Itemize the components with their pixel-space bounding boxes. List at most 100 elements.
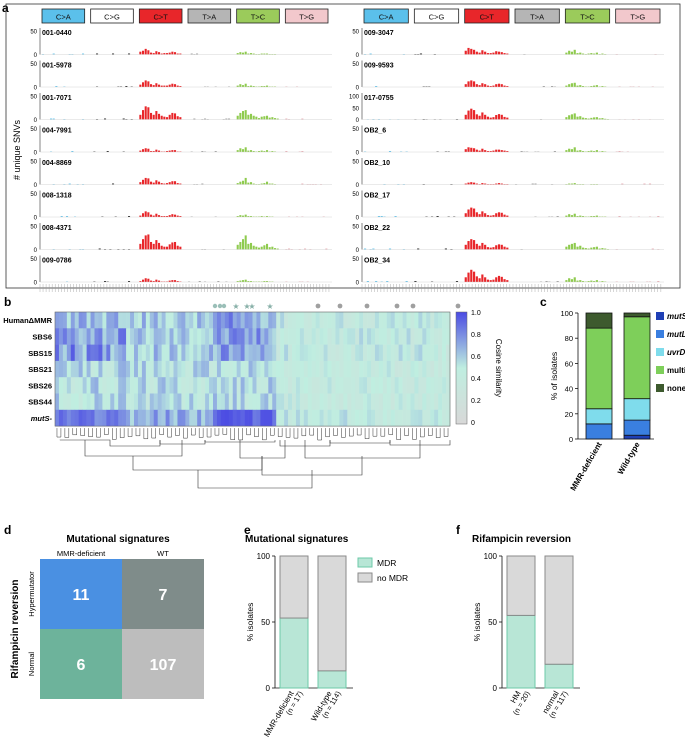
heatmap-cell	[161, 377, 166, 394]
dendrogram-link	[396, 428, 401, 440]
spectrum-bar	[590, 247, 593, 250]
spectrum-bar	[163, 183, 166, 185]
heatmap-cell	[355, 393, 360, 411]
heatmap-cell	[339, 328, 344, 345]
spectrum-bar	[271, 183, 274, 185]
spectrum-bar	[444, 248, 447, 250]
heatmap-cell	[272, 409, 277, 427]
spectrum-bar	[576, 116, 579, 120]
heatmap-cell	[418, 377, 423, 394]
spectrum-bar	[242, 52, 245, 55]
spectrum-bar	[464, 244, 467, 250]
heatmap-cell	[319, 312, 324, 329]
heatmap-cell	[260, 328, 265, 345]
spectrum-bar	[372, 248, 375, 250]
heatmap-cell	[284, 328, 289, 345]
heatmap-cell	[382, 344, 388, 362]
legend-label: MDR	[377, 558, 396, 568]
spectrum-bar	[128, 53, 131, 55]
spectrum-bar	[464, 277, 467, 282]
spectrum-bar	[258, 118, 261, 120]
dendrogram-link	[380, 428, 386, 437]
heatmap-cell	[303, 360, 309, 378]
spectrum-bar	[247, 150, 250, 152]
d-cell-value: 107	[150, 657, 177, 674]
heatmap-cell	[220, 328, 226, 345]
spectrum-bar	[247, 86, 250, 87]
spectrum-bar	[166, 85, 169, 87]
heatmap-cell	[145, 344, 151, 362]
sample-ytick: 50	[352, 106, 359, 112]
panel-b-heatmap: ★ ★★ ★ HumanΔMMRSBS6SBS15SBS21SBS26SBS44mu…	[3, 302, 503, 489]
spectrum-bar	[112, 53, 115, 55]
bar-segment	[317, 555, 347, 672]
spectrum-bar	[260, 183, 263, 185]
heatmap-cell	[106, 328, 111, 345]
spectrum-bar	[593, 53, 596, 55]
heatmap-cell	[90, 328, 95, 345]
spectrum-bar	[472, 208, 476, 217]
heatmap-cell	[193, 344, 198, 362]
heatmap-cell	[248, 328, 253, 345]
spectrum-bar	[160, 115, 163, 120]
heatmap-cell	[209, 328, 214, 345]
heatmap-cell	[288, 377, 293, 394]
spectrum-bar	[122, 118, 125, 120]
heatmap-cell	[62, 409, 68, 427]
spectrum-bar	[260, 150, 263, 152]
spectrum-bar	[489, 215, 492, 217]
mutation-type-header-4	[564, 8, 611, 24]
spectrum-bar	[242, 149, 245, 152]
heatmap-cell	[201, 393, 206, 411]
spectrum-bar	[478, 214, 481, 217]
heatmap-cell	[363, 312, 368, 329]
spectrum-bar	[598, 118, 601, 120]
heatmap-cell	[386, 360, 392, 378]
heatmap-cell	[205, 393, 210, 411]
heatmap-cell	[232, 377, 237, 394]
spectrum-bar	[405, 281, 408, 282]
dendrogram-link	[80, 428, 85, 436]
spectrum-bar	[150, 241, 153, 250]
spectrum-bar	[152, 114, 155, 120]
spectrum-bar	[486, 53, 490, 55]
spectrum-bar	[500, 150, 503, 152]
heatmap-cell	[236, 344, 241, 362]
heatmap-cell	[197, 393, 202, 411]
heatmap-cell	[272, 377, 277, 394]
heatmap-marker-dot	[394, 303, 400, 309]
heatmap-cell	[82, 360, 87, 378]
bar-segment	[317, 670, 347, 689]
ytick-label: 100	[484, 552, 498, 561]
heatmap-cell	[126, 344, 131, 362]
heatmap-cell	[220, 409, 226, 427]
heatmap-cell	[260, 312, 265, 329]
heatmap-cell	[418, 328, 423, 345]
heatmap-cell	[288, 360, 293, 378]
spectrum-bar	[196, 53, 199, 55]
sample-ytick: 50	[30, 127, 37, 133]
spectrum-bar	[147, 148, 150, 152]
heatmap-cell	[339, 377, 344, 394]
sample-ytick: 0	[356, 151, 360, 157]
spectrum-bar	[179, 53, 182, 55]
spectrum-bar	[147, 234, 150, 250]
spectrum-bar	[260, 116, 263, 120]
heatmap-cell	[299, 409, 305, 427]
heatmap-cell	[197, 312, 202, 329]
heatmap-cell	[165, 393, 170, 411]
heatmap-cell	[390, 312, 395, 329]
heatmap-cell	[323, 328, 328, 345]
heatmap-cell	[434, 312, 439, 329]
spectrum-bar	[481, 183, 484, 185]
heatmap-cell	[268, 344, 273, 362]
sample-ytick: 0	[34, 216, 38, 222]
spectrum-bar	[252, 151, 255, 152]
dendrogram-link	[435, 428, 441, 438]
heatmap-cell	[335, 344, 340, 362]
spectrum-bar	[492, 117, 495, 120]
heatmap-cell	[55, 409, 60, 427]
d-cell-value: 11	[73, 587, 90, 604]
sample-id: OB2_10	[364, 160, 390, 167]
